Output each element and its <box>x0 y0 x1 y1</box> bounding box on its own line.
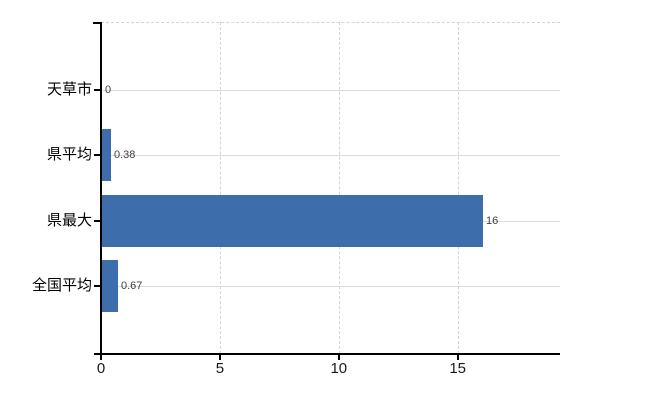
x-axis-tick-label: 10 <box>330 360 348 377</box>
y-axis-tick <box>94 219 101 222</box>
value-label: 0.38 <box>114 149 136 162</box>
y-axis-line <box>100 22 102 354</box>
x-axis-tick-label: 0 <box>96 360 106 377</box>
category-label: 県平均 <box>46 146 92 164</box>
plot-top-border <box>101 22 560 23</box>
category-label: 全国平均 <box>31 277 92 295</box>
value-label: 16 <box>486 214 499 227</box>
x-axis-tick <box>100 355 102 360</box>
category-label: 県最大 <box>46 211 92 229</box>
y-axis-end-tick <box>93 22 101 24</box>
x-axis-line <box>94 353 560 355</box>
vertical-gridline <box>338 22 340 354</box>
horizontal-gridline <box>101 286 560 288</box>
vertical-gridline <box>219 22 221 354</box>
value-label: 0 <box>105 83 112 96</box>
y-axis-tick <box>94 285 101 288</box>
bar <box>102 194 483 247</box>
x-axis-tick <box>337 355 340 360</box>
vertical-gridline <box>457 22 459 354</box>
category-label: 天草市 <box>46 80 92 98</box>
bar <box>102 260 118 313</box>
y-axis-tick <box>94 154 101 157</box>
x-axis-tick-label: 15 <box>449 360 467 377</box>
x-axis-tick-label: 5 <box>215 360 225 377</box>
x-axis-tick <box>218 355 221 360</box>
bar <box>102 129 111 182</box>
horizontal-gridline <box>101 155 560 157</box>
x-axis-tick <box>456 355 459 360</box>
y-axis-tick <box>94 88 101 91</box>
value-label: 0.67 <box>121 280 143 293</box>
horizontal-gridline <box>101 89 560 91</box>
